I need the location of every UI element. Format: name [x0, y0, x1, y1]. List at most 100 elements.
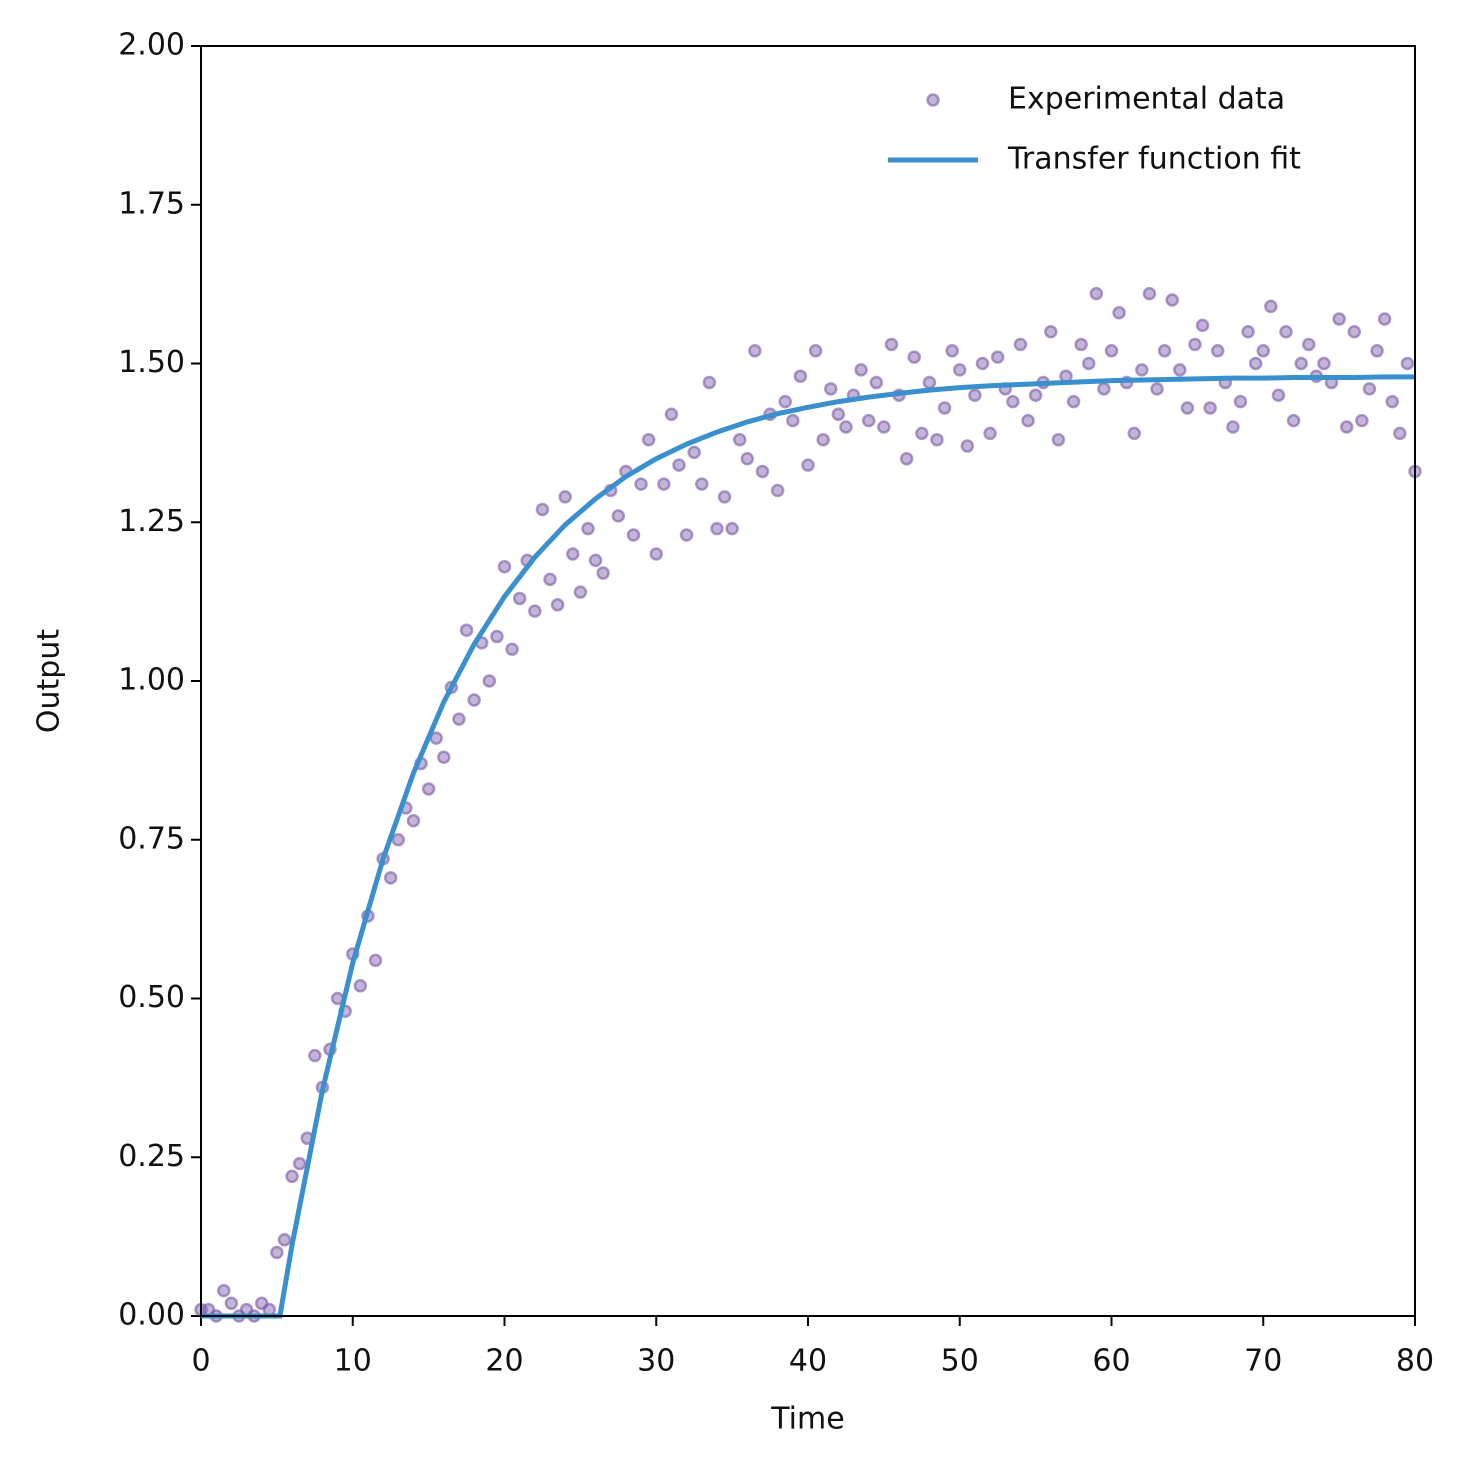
data-point	[975, 356, 990, 371]
data-point	[406, 813, 421, 828]
data-point	[702, 375, 717, 390]
data-point	[596, 566, 610, 580]
data-point	[490, 629, 504, 644]
data-point	[1339, 420, 1354, 434]
data-point	[1104, 344, 1119, 358]
data-point	[1097, 382, 1111, 396]
data-point	[308, 1048, 322, 1063]
data-point	[907, 350, 921, 364]
data-point	[695, 477, 709, 491]
data-point	[459, 623, 474, 637]
data-point	[1028, 388, 1043, 402]
x-tick-label: 30	[637, 1344, 675, 1379]
data-point	[1135, 363, 1149, 377]
data-point	[573, 585, 588, 599]
data-point	[770, 483, 785, 498]
data-point	[915, 426, 929, 441]
data-point	[1302, 337, 1316, 352]
y-tick-label: 0.00	[118, 1298, 185, 1333]
data-point	[1271, 388, 1286, 402]
y-tick-label: 2.00	[118, 28, 185, 63]
data-point	[641, 432, 656, 447]
data-point	[1332, 312, 1346, 326]
data-point	[1127, 426, 1142, 441]
data-point	[778, 394, 792, 409]
data-point	[1112, 305, 1126, 320]
data-point	[1294, 356, 1308, 371]
data-point	[1362, 382, 1377, 396]
data-point	[1180, 401, 1195, 415]
data-point	[687, 445, 701, 460]
data-point	[884, 337, 899, 352]
data-point	[482, 674, 497, 688]
data-point	[626, 528, 641, 542]
data-point	[831, 407, 846, 422]
data-point	[566, 547, 580, 561]
data-point	[581, 521, 595, 536]
data-point	[899, 452, 914, 466]
data-point	[664, 407, 679, 422]
data-point	[1385, 394, 1399, 409]
x-tick-label: 80	[1396, 1344, 1434, 1379]
data-point	[1355, 413, 1369, 428]
data-point	[968, 388, 982, 402]
data-point	[824, 382, 838, 396]
data-point	[1142, 286, 1157, 301]
fit-line	[201, 374, 1415, 1319]
y-tick-label: 1.75	[118, 186, 185, 221]
data-point	[391, 833, 406, 847]
data-point	[793, 369, 808, 383]
x-tick-label: 0	[191, 1344, 210, 1379]
data-point	[1317, 356, 1331, 371]
data-point	[452, 712, 466, 726]
data-point	[869, 375, 884, 390]
data-point	[270, 1245, 284, 1260]
x-tick-label: 40	[789, 1344, 827, 1379]
y-tick-label: 0.75	[118, 821, 185, 856]
data-point	[1173, 363, 1187, 377]
data-point	[1021, 413, 1035, 428]
x-tick-label: 50	[941, 1344, 979, 1379]
data-point	[808, 344, 823, 358]
data-point	[1241, 325, 1255, 339]
data-point	[1256, 344, 1270, 358]
data-point	[854, 363, 868, 377]
data-point	[383, 871, 398, 885]
data-point	[1233, 394, 1248, 409]
data-point	[535, 502, 550, 517]
data-point	[937, 401, 952, 415]
x-axis-label: Time	[770, 1402, 844, 1437]
data-point	[512, 591, 527, 606]
data-point	[1286, 413, 1301, 428]
data-point	[679, 528, 694, 542]
data-point	[983, 426, 997, 441]
y-tick-label: 1.00	[118, 663, 185, 698]
legend-label: Experimental data	[1008, 82, 1285, 117]
y-tick-label: 0.50	[118, 980, 185, 1015]
data-point	[497, 559, 512, 574]
data-point	[877, 420, 891, 434]
x-tick-label: 20	[485, 1344, 523, 1379]
x-tick-label: 60	[1092, 1344, 1130, 1379]
data-point	[672, 458, 686, 472]
data-point	[558, 490, 572, 504]
data-point	[953, 363, 967, 377]
data-point	[528, 604, 542, 618]
data-point	[1066, 394, 1081, 409]
data-point	[945, 344, 959, 358]
data-point	[801, 458, 815, 472]
data-point	[1150, 382, 1164, 396]
data-point	[786, 413, 800, 428]
data-point	[1393, 426, 1407, 441]
data-point	[748, 344, 762, 358]
data-point	[1226, 420, 1240, 434]
data-point	[1006, 394, 1020, 409]
data-point	[224, 1296, 239, 1311]
y-tick-label: 1.25	[118, 504, 185, 539]
data-point	[1210, 344, 1225, 358]
data-point	[960, 439, 975, 453]
data-point	[421, 782, 436, 796]
data-point	[1013, 337, 1028, 352]
data-point	[740, 452, 755, 466]
data-point	[467, 693, 481, 707]
